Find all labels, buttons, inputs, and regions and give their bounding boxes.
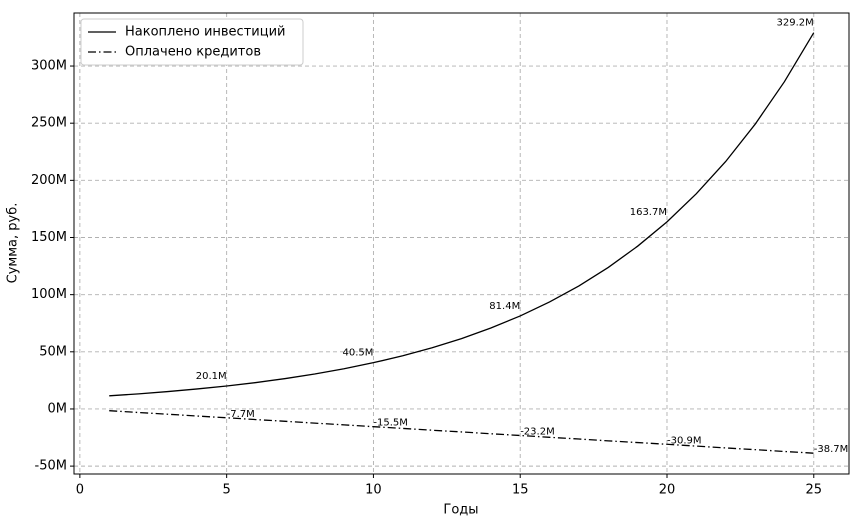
data-label: 329.2M [777,18,814,29]
y-tick-label: 150M [31,230,67,245]
x-tick-label: 10 [365,483,382,498]
data-label: 163.7M [630,207,667,218]
y-tick-label: 50M [39,344,67,359]
x-axis-label: Годы [443,503,478,518]
x-tick-label: 5 [223,483,231,498]
y-tick-label: 0M [48,401,68,416]
data-line [109,32,815,397]
data-label: 20.1M [196,371,227,382]
y-tick-label: 250M [31,116,67,131]
data-label: -23.2M [520,426,555,437]
legend-label: Накоплено инвестиций [125,25,285,40]
legend-box [80,18,304,66]
data-label: -30.9M [667,435,702,446]
x-tick-label: 0 [76,483,84,498]
data-label: 81.4M [489,301,520,312]
data-line [109,410,814,454]
plot-frame [73,12,850,475]
x-tick-label: 20 [659,483,676,498]
data-label: -7.7M [227,409,255,420]
y-axis-label: Сумма, руб. [6,203,21,284]
data-label: -38.7M [814,444,849,455]
y-tick-label: 300M [31,59,67,74]
y-tick-label: 100M [31,287,67,302]
y-tick-label: -50M [35,459,67,474]
data-label: 40.5M [343,348,374,359]
data-label: -15.5M [373,418,408,429]
legend-label: Оплачено кредитов [125,45,261,60]
y-tick-label: 200M [31,173,67,188]
x-tick-label: 15 [512,483,529,498]
x-tick-label: 25 [805,483,822,498]
